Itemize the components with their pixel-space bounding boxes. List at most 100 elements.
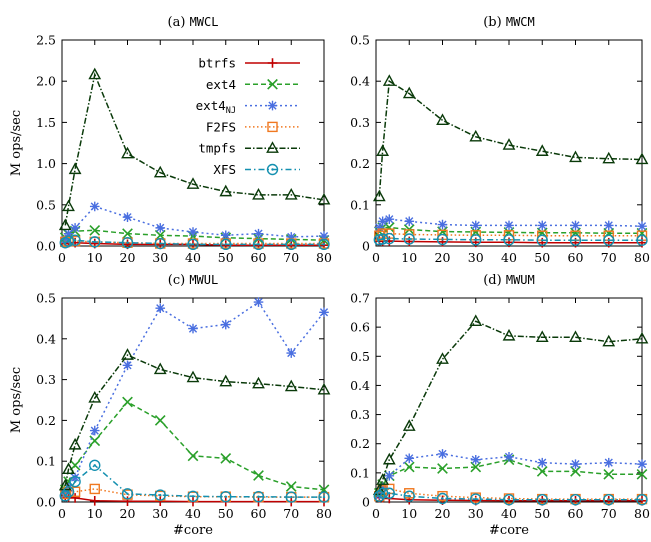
data-point-XFS: [154, 237, 166, 250]
x-axis-label: #core: [173, 523, 213, 538]
data-point-XFS-dot: [507, 238, 511, 242]
data-point-XFS-dot: [388, 492, 391, 495]
plot-frame: [61, 39, 325, 247]
legend-marker-ext4: [267, 78, 278, 90]
chart-title-name: MWCL: [190, 15, 219, 29]
data-point-XFS: [318, 491, 330, 503]
chart-title-name: MWUL: [189, 273, 218, 287]
data-point-tmpfs: [153, 362, 167, 375]
x-tick-label: 70: [601, 506, 617, 521]
data-point-XFS-dot: [574, 498, 577, 501]
x-tick-label: 60: [251, 506, 267, 521]
data-point-tmpfs: [317, 192, 331, 205]
data-point-XFS: [285, 238, 297, 251]
x-tick-label: 40: [501, 250, 517, 265]
data-point-ext4NJ: [253, 228, 264, 239]
legend-label: tmpfs: [198, 141, 236, 156]
data-point-XFS-dot: [640, 498, 644, 501]
y-tick-label: 0: [362, 495, 370, 510]
data-point-XFS-dot: [191, 243, 195, 246]
data-point-ext4NJ: [122, 212, 133, 222]
data-point-ext4NJ: [70, 223, 80, 233]
x-tick-label: 40: [185, 506, 201, 521]
data-point-ext4: [122, 228, 133, 240]
data-point-XFS-dot: [607, 498, 610, 501]
y-tick-label: 0.2: [36, 413, 56, 428]
y-tick-label: 0.5: [36, 291, 56, 306]
chart-title-prefix: (c): [168, 273, 190, 288]
data-point-ext4: [220, 452, 232, 464]
data-point-XFS-dot: [507, 498, 511, 501]
data-point-XFS: [62, 486, 75, 498]
series-line-tmpfs: [64, 72, 325, 226]
series-ext4NJ: [60, 201, 329, 245]
legend-label-text: XFS: [213, 162, 236, 177]
data-point-XFS-dot: [126, 492, 129, 496]
x-tick-label: 20: [435, 250, 451, 265]
data-point-tmpfs: [469, 314, 483, 327]
data-point-ext4NJ: [70, 472, 80, 483]
data-point-ext4NJ: [437, 449, 448, 459]
data-point-ext4NJ: [377, 482, 388, 493]
data-point-XFS-dot: [574, 239, 577, 242]
x-tick-label: 80: [316, 250, 332, 265]
data-point-ext4NJ: [286, 348, 297, 358]
y-tick-label: 0.6: [350, 320, 370, 335]
data-point-tmpfs: [219, 374, 233, 387]
y-axis-label: M ops/sec: [9, 367, 24, 433]
chart-title-prefix: (b): [483, 15, 506, 30]
data-point-XFS: [403, 233, 415, 245]
data-point-ext4NJ: [319, 231, 329, 241]
data-point-XFS-dot: [126, 241, 129, 244]
series-ext4NJ: [60, 297, 329, 499]
x-tick-label: 40: [501, 506, 517, 521]
x-tick-label: 80: [634, 250, 650, 265]
data-point-tmpfs: [219, 184, 233, 197]
series-XFS: [373, 487, 648, 506]
data-point-XFS-dot: [93, 240, 96, 244]
data-point-tmpfs: [121, 146, 134, 159]
chart-title: (b) MWCM: [483, 15, 535, 30]
data-point-XFS: [536, 234, 548, 246]
x-tick-label: 50: [534, 506, 550, 521]
y-tick-label: 2.5: [36, 33, 56, 48]
x-tick-label: 60: [568, 506, 584, 521]
y-tick-label: 1.5: [36, 115, 56, 130]
data-point-XFS-dot: [408, 237, 411, 241]
data-point-ext4NJ: [504, 220, 514, 231]
data-point-ext4NJ: [570, 220, 581, 231]
data-point-tmpfs: [602, 151, 616, 164]
y-tick-label: 1.0: [36, 156, 56, 171]
data-point-tmpfs: [382, 452, 396, 465]
data-point-XFS-dot: [441, 238, 444, 241]
data-point-XFS-dot: [408, 494, 411, 498]
data-point-tmpfs: [121, 348, 134, 360]
data-point-tmpfs: [62, 199, 75, 212]
x-tick-label: 80: [634, 506, 650, 521]
data-point-tmpfs: [372, 483, 386, 496]
x-tick-label: 20: [120, 506, 136, 521]
series-line-tmpfs: [378, 79, 643, 197]
data-point-XFS-dot: [640, 239, 644, 242]
y-tick-label: 0.7: [350, 291, 370, 306]
series-tmpfs: [372, 314, 649, 496]
data-point-XFS: [503, 234, 515, 246]
chart-title-name: MWUM: [506, 273, 535, 287]
data-point-XFS: [503, 493, 515, 506]
data-point-XFS: [636, 234, 648, 246]
series-ext4NJ: [374, 449, 647, 500]
data-point-ext4NJ: [122, 360, 133, 371]
series-line-tmpfs: [378, 320, 643, 491]
data-point-XFS-dot: [378, 238, 381, 242]
data-point-tmpfs: [376, 144, 390, 156]
data-point-ext4: [154, 415, 166, 426]
data-point-ext4NJ: [637, 221, 647, 232]
data-point-tmpfs: [252, 187, 265, 200]
data-point-ext4NJ: [404, 453, 415, 464]
data-point-XFS: [121, 237, 134, 249]
data-point-ext4NJ: [89, 425, 100, 436]
plot-frame: [375, 39, 643, 247]
legend-label: btrfs: [198, 56, 236, 71]
data-point-btrfs: [122, 496, 133, 506]
data-point-XFS-dot: [224, 495, 227, 498]
